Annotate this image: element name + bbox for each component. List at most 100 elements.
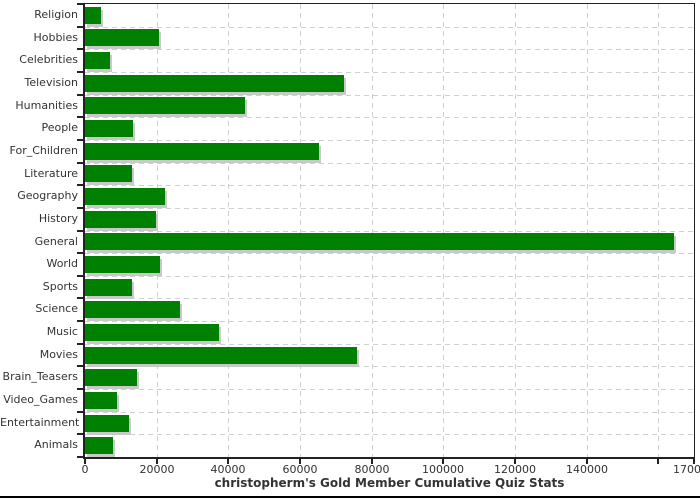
y-axis-label: Music	[46, 325, 78, 339]
x-axis-tick-label: 60000	[282, 463, 318, 476]
y-axis-tick	[77, 48, 83, 51]
x-axis-tick	[227, 459, 229, 464]
y-axis-tick	[77, 184, 83, 187]
y-grid-line	[85, 49, 694, 51]
x-axis-tick-label: 20000	[139, 463, 175, 476]
bar	[85, 437, 113, 455]
x-grid-line	[372, 4, 373, 457]
y-grid-line	[85, 71, 694, 73]
x-grid-line	[587, 4, 588, 457]
x-axis-tick	[514, 459, 516, 464]
bar	[85, 233, 674, 251]
bar	[85, 414, 129, 432]
x-axis-tick-label: 40000	[210, 463, 246, 476]
y-axis-label: Geography	[17, 189, 78, 203]
y-axis-label: Entertainment	[0, 415, 80, 429]
x-grid-line	[443, 4, 444, 457]
plot-area	[83, 3, 695, 459]
x-axis-tick	[156, 459, 158, 464]
y-axis-label: People	[41, 121, 78, 135]
x-axis-tick-label: 140000	[566, 463, 608, 476]
y-grid-line	[85, 94, 694, 96]
y-axis-tick	[77, 433, 83, 436]
y-grid-line	[85, 298, 694, 300]
y-axis-label: General	[34, 234, 78, 248]
y-axis-label: History	[38, 211, 78, 225]
y-axis-tick	[77, 206, 83, 209]
bar	[85, 52, 110, 70]
bar	[85, 142, 319, 160]
y-grid-line	[85, 26, 694, 28]
bar	[85, 323, 219, 341]
x-grid-line	[300, 4, 301, 457]
y-axis-tick	[77, 229, 83, 232]
x-axis-tick-label: 170000	[673, 463, 700, 476]
y-grid-line	[85, 321, 694, 323]
y-axis-tick	[77, 93, 83, 96]
bar	[85, 278, 132, 296]
y-grid-line	[85, 389, 694, 391]
y-grid-line	[85, 343, 694, 345]
x-axis-tick-label: 100000	[422, 463, 464, 476]
x-axis-tick	[299, 459, 301, 464]
x-axis-tick-label: 80000	[354, 463, 390, 476]
y-axis-label: Sports	[42, 279, 78, 293]
y-grid-line	[85, 411, 694, 413]
bar	[85, 346, 357, 364]
bar	[85, 255, 160, 273]
bar	[85, 301, 180, 319]
bar	[85, 74, 344, 92]
y-axis-tick	[77, 138, 83, 141]
x-axis-tick	[442, 459, 444, 464]
y-axis-tick	[77, 25, 83, 28]
x-axis-tick	[371, 459, 373, 464]
bar	[85, 391, 117, 409]
y-grid-line	[85, 366, 694, 368]
bottom-rule	[0, 496, 700, 498]
x-axis-tick	[693, 459, 695, 464]
y-axis-label: Animals	[34, 438, 78, 452]
y-axis-tick	[77, 274, 83, 277]
y-axis-tick	[77, 116, 83, 119]
y-grid-line	[85, 275, 694, 277]
y-axis-label: Humanities	[15, 98, 78, 112]
bar	[85, 97, 245, 115]
x-grid-line	[228, 4, 229, 457]
y-axis-tick	[77, 456, 83, 458]
y-grid-line	[85, 207, 694, 209]
x-axis-tick	[84, 459, 86, 464]
y-axis-label: For_Children	[9, 143, 78, 157]
x-grid-line	[157, 4, 158, 457]
y-axis-label: Celebrities	[19, 53, 78, 67]
chart-title: christopherm's Gold Member Cumulative Qu…	[214, 476, 565, 490]
y-axis-tick	[77, 297, 83, 300]
y-axis-label: Video_Games	[3, 393, 78, 407]
y-grid-line	[85, 162, 694, 164]
y-axis-label: Religion	[34, 8, 78, 21]
y-grid-line	[85, 139, 694, 141]
bar	[85, 29, 159, 47]
x-axis-tick	[586, 459, 588, 464]
y-axis-label: Hobbies	[33, 30, 78, 44]
bar	[85, 369, 137, 387]
y-axis-tick	[77, 70, 83, 73]
x-axis-tick-label: 120000	[494, 463, 536, 476]
x-grid-line	[658, 4, 659, 457]
y-axis-label: Movies	[39, 347, 78, 361]
y-grid-line	[85, 253, 694, 255]
y-axis-label: Literature	[24, 166, 78, 180]
y-grid-line	[85, 117, 694, 119]
y-axis-tick	[77, 161, 83, 164]
y-axis-tick	[77, 320, 83, 323]
y-axis-tick	[77, 342, 83, 345]
y-axis-label: World	[46, 257, 78, 271]
y-axis-tick	[77, 252, 83, 255]
bar	[85, 120, 133, 138]
y-axis-tick	[77, 410, 83, 413]
y-axis-tick	[77, 365, 83, 368]
y-axis-tick	[77, 3, 83, 5]
y-axis-label: Brain_Teasers	[2, 370, 78, 384]
y-axis-label: Science	[35, 302, 78, 316]
bar	[85, 6, 101, 24]
